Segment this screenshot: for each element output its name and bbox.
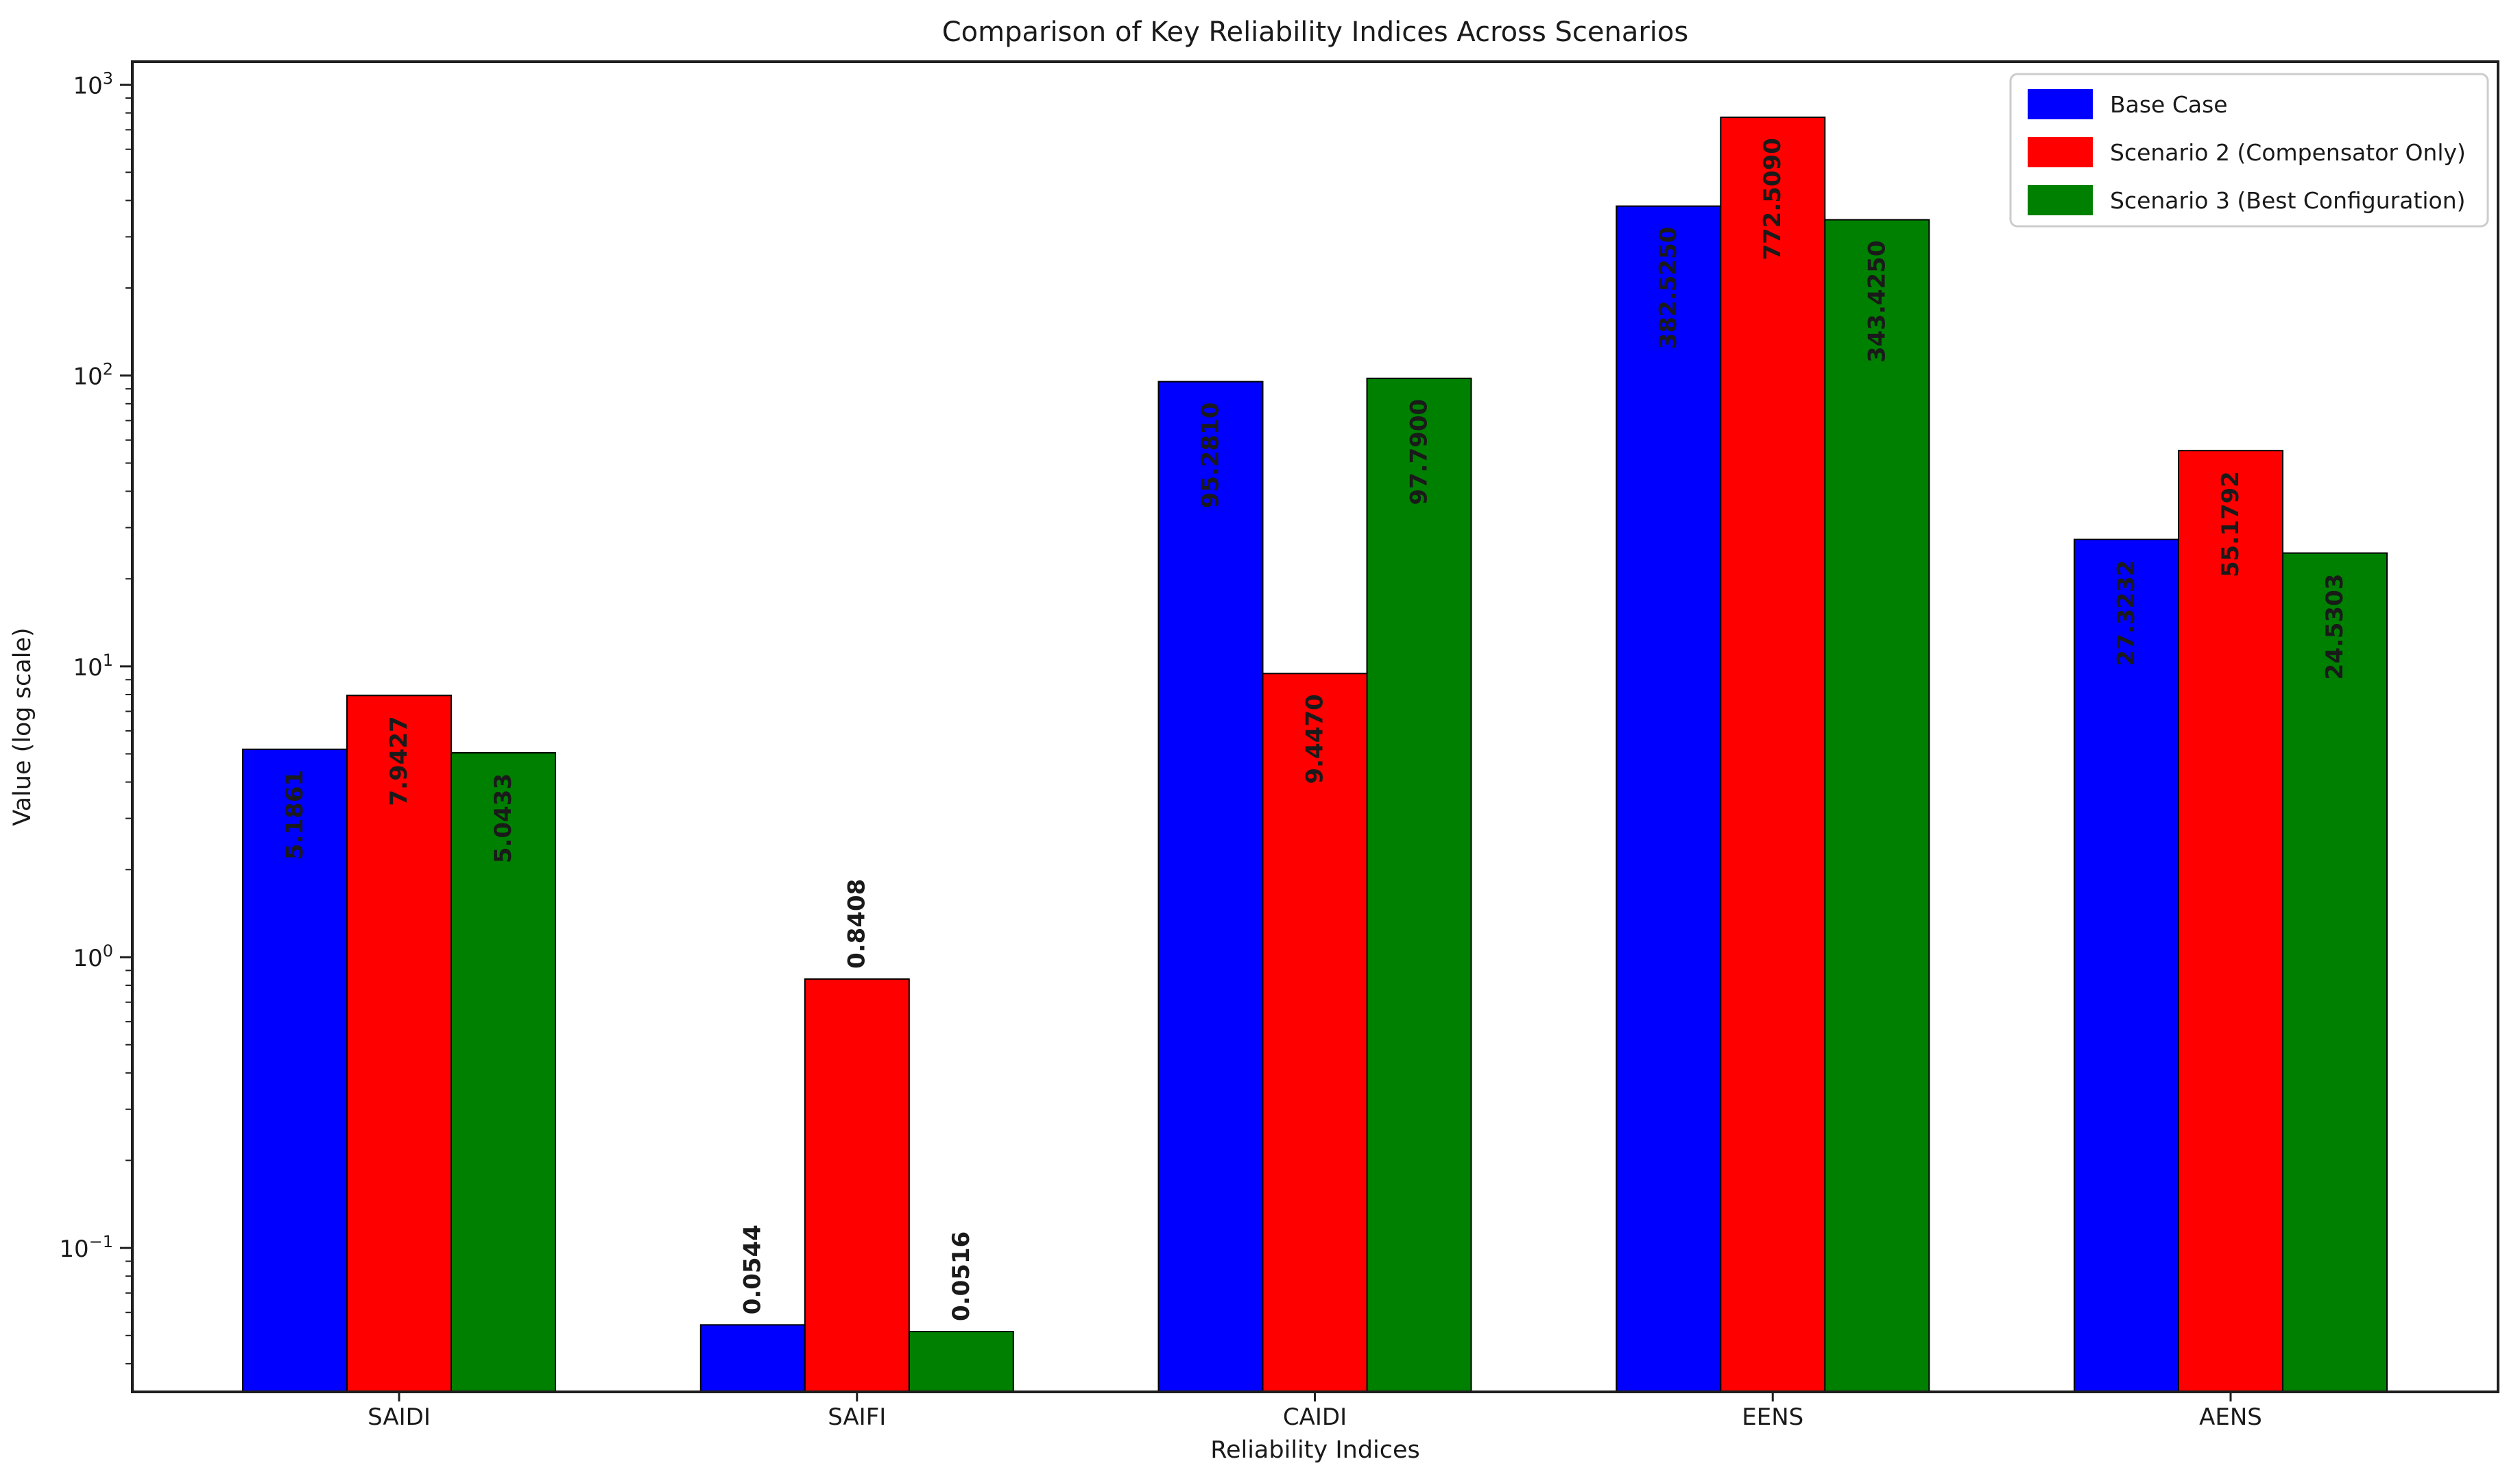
bar-aens-series2 <box>2282 552 2388 1393</box>
bar-caidi-series2 <box>1366 377 1472 1393</box>
bar-value-label-aens-series2: 24.5303 <box>2321 574 2349 680</box>
legend-label-scenario-2: Scenario 2 (Compensator Only) <box>2110 139 2466 166</box>
bar-saidi-series0 <box>242 748 348 1393</box>
x-tick-label-saidi: SAIDI <box>368 1404 431 1431</box>
legend-swatch-base-case <box>2028 89 2093 119</box>
x-tick-label-aens: AENS <box>2199 1404 2262 1431</box>
bar-value-labels: 5.1861 7.9427 5.0433 0.0544 0.8408 0.0516 95.2… <box>281 138 2349 1321</box>
bar-saidi-series2 <box>451 751 556 1393</box>
bar-eens-series0 <box>1616 205 1722 1393</box>
bar-value-label-eens-series2: 343.4250 <box>1863 241 1891 363</box>
bar-value-label-caidi-series2: 97.7900 <box>1406 399 1433 505</box>
bar-value-label-eens-series0: 382.5250 <box>1655 227 1682 350</box>
x-axis-label: Reliability Indices <box>1210 1436 1420 1464</box>
chart-title: Comparison of Key Reliability Indices Ac… <box>942 16 1688 48</box>
bar-saidi-series1 <box>346 695 452 1393</box>
bar-value-label-saidi-series1: 7.9427 <box>385 716 413 806</box>
bar-aens-series1 <box>2178 450 2283 1393</box>
legend-label-base-case: Base Case <box>2110 91 2228 118</box>
x-axis-ticks: SAIDI SAIFI CAIDI EENS AENS <box>368 1392 2262 1431</box>
bar-value-label-saidi-series0: 5.1861 <box>281 770 309 860</box>
bar-saifi-series1 <box>804 978 910 1393</box>
legend-box <box>2009 73 2489 228</box>
legend-swatch-scenario-3 <box>2028 185 2093 215</box>
x-tick-label-caidi: CAIDI <box>1283 1404 1347 1431</box>
bar-value-label-saifi-series2: 0.0516 <box>948 1231 975 1321</box>
bar-saifi-series2 <box>908 1331 1014 1393</box>
legend-swatch-scenario-2 <box>2028 137 2093 167</box>
bar-value-label-eens-series1: 772.5090 <box>1759 138 1786 261</box>
bar-saifi-series0 <box>699 1324 806 1393</box>
bar-value-label-saifi-series0: 0.0544 <box>739 1225 767 1314</box>
bar-aens-series0 <box>2074 538 2179 1393</box>
bar-caidi-series0 <box>1157 381 1264 1393</box>
bar-value-label-aens-series0: 27.3232 <box>2113 560 2140 666</box>
x-tick-label-eens: EENS <box>1742 1404 1803 1431</box>
x-tick-label-saifi: SAIFI <box>828 1404 886 1431</box>
bar-caidi-series1 <box>1262 673 1368 1393</box>
bar-value-label-saidi-series2: 5.0433 <box>490 773 517 863</box>
bar-eens-series2 <box>1824 219 1930 1393</box>
bar-value-label-aens-series1: 55.1792 <box>2217 471 2244 577</box>
bar-value-label-saifi-series1: 0.8408 <box>843 879 871 969</box>
bar-value-label-caidi-series1: 9.4470 <box>1301 694 1329 784</box>
bar-eens-series1 <box>1720 117 1826 1393</box>
y-axis-label: Value (log scale) <box>9 627 36 826</box>
bar-value-label-caidi-series0: 95.2810 <box>1197 402 1225 509</box>
bars-layer <box>242 117 2388 1393</box>
legend: Base Case Scenario 2 (Compensator Only) … <box>2009 73 2489 228</box>
legend-label-scenario-3: Scenario 3 (Best Configuration) <box>2110 187 2466 214</box>
